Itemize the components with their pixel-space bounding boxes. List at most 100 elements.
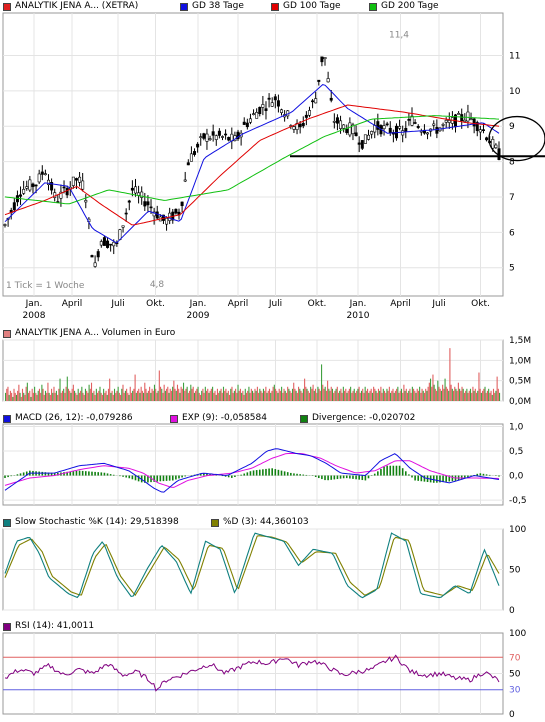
candle-body-152 — [475, 122, 479, 132]
candle-body-139 — [435, 127, 439, 134]
volume-bar-347 — [425, 388, 427, 401]
candle-body-158 — [494, 144, 498, 149]
volume-bar-83 — [105, 390, 107, 401]
candle-body-25 — [81, 180, 85, 190]
divergence-bar-71 — [224, 475, 227, 477]
volume-bar-125 — [156, 392, 158, 401]
volume-bar-350 — [428, 382, 430, 401]
xtick-label-9: April — [390, 299, 411, 309]
divergence-bar-124 — [389, 465, 392, 476]
volume-bar-38 — [51, 388, 53, 401]
volume-bar-40 — [53, 386, 55, 401]
candle-body-117 — [367, 134, 371, 140]
divergence-bar-92 — [290, 472, 292, 476]
divergence-bar-120 — [377, 471, 379, 476]
volume-bar-289 — [354, 392, 357, 401]
volume-bar-173 — [214, 390, 216, 401]
volume-bar-403 — [492, 388, 495, 401]
volume-bar-236 — [290, 392, 292, 401]
volume-bar-107 — [134, 374, 136, 401]
candle-body-133 — [416, 125, 420, 128]
volume-bar-88 — [111, 390, 113, 401]
legend-exp-label: EXP (9): -0,058584 — [182, 413, 267, 423]
candle-body-61 — [193, 151, 197, 155]
volume-bar-187 — [231, 386, 233, 401]
volume-bar-222 — [273, 384, 275, 401]
legend-gd100-label: GD 100 Tage — [283, 1, 341, 11]
volume-bar-152 — [189, 390, 191, 401]
volume-bar-27 — [37, 390, 39, 401]
volume-bar-391 — [478, 372, 480, 401]
volume-bar-61 — [78, 392, 80, 401]
stoch-k-legend: Slow Stochastic %K (14): 29,518398 — [3, 517, 179, 528]
candle-body-38 — [121, 225, 125, 228]
volume-bar-20 — [29, 390, 31, 401]
divergence-bar-78 — [246, 472, 249, 476]
volume-bar-121 — [151, 388, 153, 401]
volume-bar-268 — [329, 390, 331, 401]
volume-bar-172 — [213, 392, 215, 401]
candle-body-78 — [245, 122, 249, 128]
volume-bar-112 — [140, 386, 142, 401]
volume-bar-273 — [335, 388, 337, 401]
candle-body-52 — [165, 217, 169, 225]
divergence-bar-112 — [352, 475, 354, 479]
candle-body-55 — [174, 208, 178, 214]
volume-bar-195 — [241, 392, 243, 401]
divergence-bar-101 — [317, 475, 320, 479]
divergence-bar-66 — [209, 473, 211, 476]
volume-bar-388 — [474, 388, 476, 401]
volume-bar-94 — [118, 392, 120, 401]
candle-body-105 — [329, 97, 333, 101]
divergence-bar-141 — [442, 475, 444, 483]
volume-bar-405 — [495, 390, 497, 401]
volume-bar-0 — [5, 392, 7, 401]
volume-bar-169 — [209, 390, 211, 401]
volume-bar-201 — [248, 386, 250, 401]
volume-bar-145 — [180, 386, 182, 401]
candle-body-29 — [93, 262, 97, 267]
volume-bar-272 — [334, 390, 336, 401]
volume-bar-258 — [317, 386, 319, 401]
divergence-bar-26 — [84, 471, 87, 476]
volume-bar-6 — [12, 396, 14, 401]
divergence-bar-40 — [128, 475, 131, 479]
candle-body-75 — [236, 131, 240, 140]
candle-body-141 — [441, 124, 445, 126]
divergence-bar-140 — [439, 475, 441, 483]
price-ytick-6: 11 — [509, 51, 520, 61]
divergence-bar-76 — [240, 474, 242, 476]
volume-bar-126 — [157, 390, 159, 401]
divergence-bar-80 — [252, 470, 255, 476]
volume-bar-174 — [215, 394, 217, 401]
divergence-bar-63 — [199, 473, 202, 476]
volume-bar-39 — [52, 392, 54, 401]
volume-bar-147 — [182, 382, 185, 401]
annotation-circle — [488, 115, 545, 162]
volume-bar-397 — [485, 392, 487, 401]
volume-bar-110 — [138, 388, 140, 401]
volume-bar-342 — [419, 386, 421, 401]
volume-bar-36 — [48, 392, 50, 401]
candle-body-88 — [276, 100, 280, 107]
divergence-bar-74 — [234, 475, 236, 478]
divergence-bar-150 — [470, 475, 472, 477]
volume-bar-184 — [227, 390, 229, 401]
candle-body-70 — [220, 136, 224, 138]
volume-bar-312 — [382, 388, 384, 401]
divergence-bar-13 — [44, 472, 47, 476]
divergence-bar-84 — [265, 468, 267, 476]
volume-bar-226 — [278, 388, 280, 401]
candle-body-118 — [370, 131, 374, 135]
volume-bar-259 — [318, 388, 320, 401]
price-ytick-0: 5 — [509, 264, 515, 274]
divergence-bar-34 — [109, 474, 112, 476]
volume-bar-389 — [475, 392, 478, 401]
volume-bar-28 — [38, 388, 41, 401]
volume-bar-21 — [30, 396, 32, 401]
candle-body-122 — [382, 125, 386, 130]
volume-bar-296 — [363, 392, 365, 401]
volume-bar-197 — [243, 394, 245, 401]
divergence-bar-53 — [168, 475, 171, 481]
volume-bar-73 — [93, 390, 95, 401]
